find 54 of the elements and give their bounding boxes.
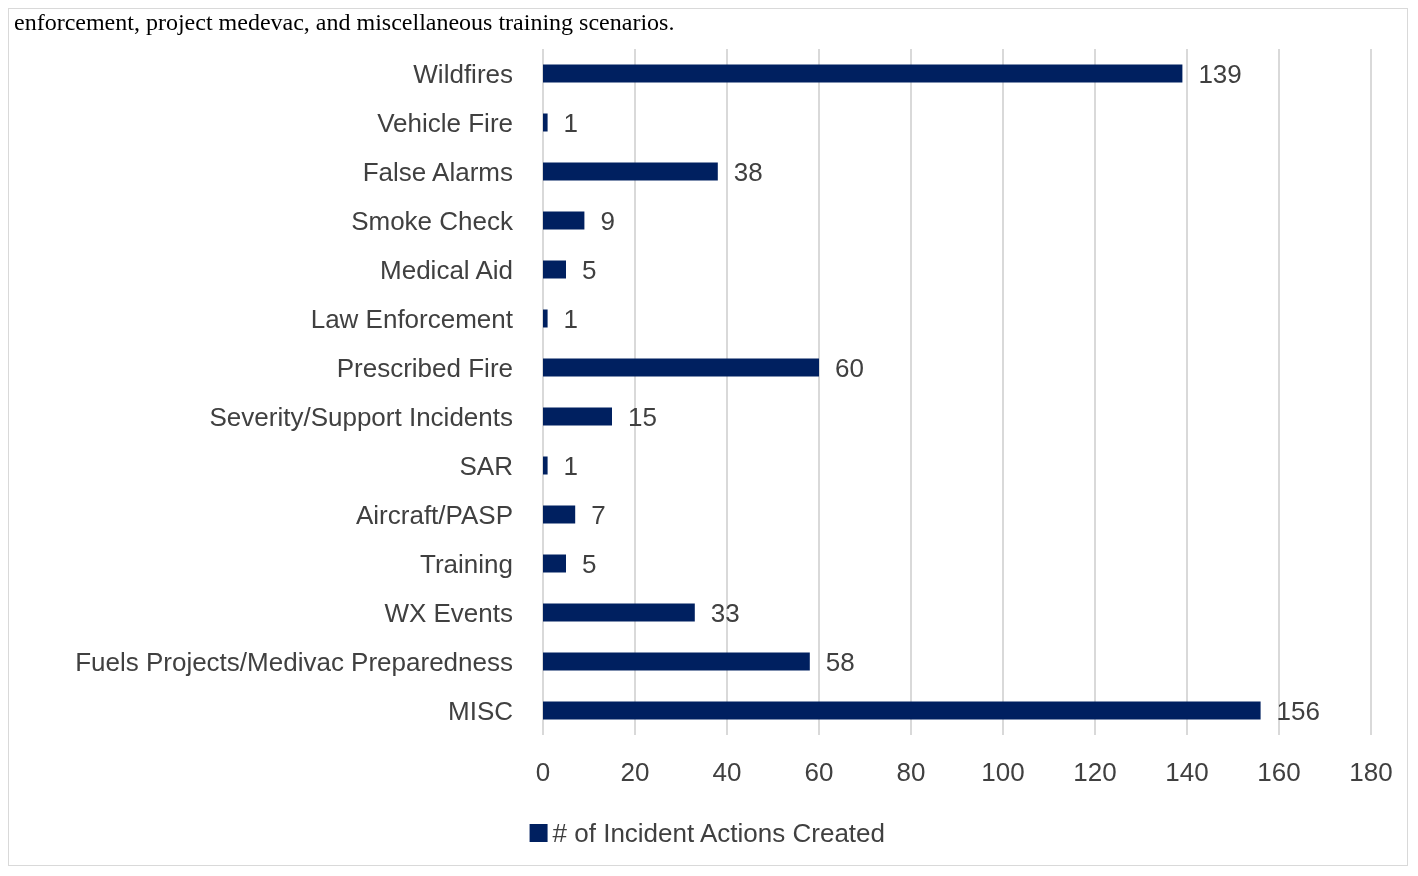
y-tick-label: Wildfires bbox=[413, 58, 513, 89]
y-tick-label: MISC bbox=[448, 695, 513, 726]
x-tick-label: 20 bbox=[620, 757, 650, 787]
bar bbox=[543, 652, 810, 671]
bar bbox=[543, 603, 695, 622]
data-label: 139 bbox=[1198, 58, 1242, 89]
bar bbox=[543, 260, 566, 279]
y-tick-label: SAR bbox=[459, 450, 513, 481]
bar bbox=[543, 309, 548, 328]
bar bbox=[543, 505, 576, 524]
y-tick-label: Law Enforcement bbox=[310, 303, 514, 334]
bar bbox=[543, 358, 819, 377]
data-label: 7 bbox=[591, 499, 606, 530]
y-tick-label: Medical Aid bbox=[380, 254, 513, 285]
data-label: 5 bbox=[582, 548, 597, 579]
y-tick-label: Prescribed Fire bbox=[336, 352, 513, 383]
data-label: 5 bbox=[582, 254, 597, 285]
data-label: 60 bbox=[835, 352, 864, 383]
x-tick-label: 120 bbox=[1073, 757, 1117, 787]
bar bbox=[543, 554, 566, 573]
y-tick-label: Training bbox=[420, 548, 513, 579]
y-tick-label: Aircraft/PASP bbox=[355, 499, 513, 530]
y-tick-label: Smoke Check bbox=[351, 205, 514, 236]
x-tick-label: 0 bbox=[535, 757, 551, 787]
bar bbox=[543, 211, 585, 230]
data-label: 1 bbox=[563, 107, 579, 138]
data-label: 33 bbox=[710, 597, 740, 628]
y-tick-label: Severity/Support Incidents bbox=[209, 401, 513, 432]
y-tick-label: Fuels Projects/Medivac Preparedness bbox=[75, 646, 513, 677]
legend-label: # of Incident Actions Created bbox=[552, 818, 886, 848]
data-label: 1 bbox=[563, 450, 579, 481]
bar bbox=[543, 162, 718, 181]
bar bbox=[543, 407, 612, 426]
data-label: 15 bbox=[628, 401, 657, 432]
y-tick-label: False Alarms bbox=[362, 156, 513, 187]
x-tick-label: 100 bbox=[981, 757, 1025, 787]
x-tick-label: 60 bbox=[804, 757, 834, 787]
data-label: 58 bbox=[825, 646, 855, 677]
bar bbox=[543, 456, 548, 475]
data-label: 156 bbox=[1276, 695, 1320, 726]
bar bbox=[543, 113, 548, 132]
y-tick-label: WX Events bbox=[384, 597, 513, 628]
data-label: 9 bbox=[600, 205, 615, 236]
x-tick-label: 140 bbox=[1165, 757, 1209, 787]
data-label: 1 bbox=[563, 303, 579, 334]
x-tick-label: 180 bbox=[1349, 757, 1393, 787]
text: enforcement, project medevac, and miscellaneous training scenarios. bbox=[14, 9, 675, 35]
x-tick-label: 160 bbox=[1257, 757, 1301, 787]
y-tick-label: Vehicle Fire bbox=[377, 107, 513, 138]
x-tick-label: 80 bbox=[896, 757, 926, 787]
bar bbox=[543, 701, 1261, 720]
data-label: 38 bbox=[733, 156, 763, 187]
x-tick-label: 40 bbox=[712, 757, 742, 787]
bar bbox=[543, 64, 1183, 83]
